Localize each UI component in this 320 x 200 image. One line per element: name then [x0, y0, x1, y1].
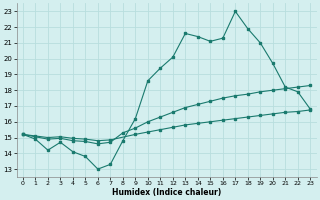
X-axis label: Humidex (Indice chaleur): Humidex (Indice chaleur) [112, 188, 221, 197]
